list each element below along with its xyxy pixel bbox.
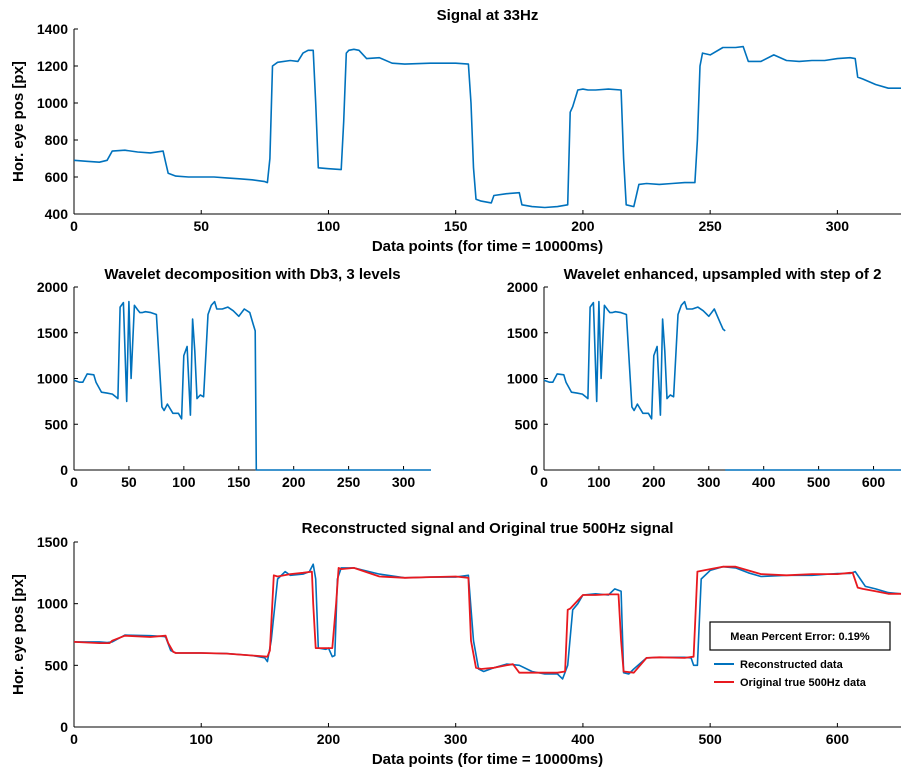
x-tick-label: 50 [193,218,209,234]
panel-signal-33hz: Signal at 33Hz 0 50 100 150 200 250 300 400 600 80… [10,7,901,255]
y-tick-label: 600 [45,169,69,185]
y-tick-label: 0 [530,462,538,478]
y-tick-label: 0 [60,462,68,478]
x-axis-label: Data points (for time = 10000ms) [372,238,603,255]
y-tick-label: 1200 [37,58,68,74]
y-tick-label: 1000 [507,371,538,387]
x-tick-label: 500 [698,731,722,747]
x-tick-label: 200 [317,731,341,747]
x-tick-label: 100 [587,474,611,490]
chart-title: Wavelet decomposition with Db3, 3 levels [104,266,400,283]
x-tick-label: 250 [337,474,361,490]
legend-label-original: Original true 500Hz data [740,677,867,689]
series-line [73,45,901,209]
x-tick-label: 100 [317,218,341,234]
x-tick-label: 0 [70,474,78,490]
error-annotation: Mean Percent Error: 0.19% [730,631,870,643]
x-tick-label: 200 [642,474,666,490]
y-tick-label: 500 [45,657,69,673]
y-tick-label: 500 [45,416,69,432]
x-tick-label: 150 [227,474,251,490]
panel-reconstructed-vs-original: Mean Percent Error: 0.19% Reconstructed … [10,520,902,768]
y-tick-label: 0 [60,719,68,735]
x-tick-label: 300 [697,474,721,490]
series-line [543,300,726,420]
x-tick-label: 150 [444,218,468,234]
y-tick-label: 1000 [37,596,68,612]
y-axis-label: Hor. eye pos [px] [10,574,27,695]
y-axis-label: Hor. eye pos [px] [10,61,27,182]
y-tick-label: 400 [45,206,69,222]
y-tick-label: 1000 [37,371,68,387]
y-tick-label: 2000 [37,279,68,295]
x-tick-label: 50 [121,474,137,490]
x-tick-label: 300 [826,218,850,234]
x-tick-label: 0 [540,474,548,490]
x-tick-label: 100 [172,474,196,490]
x-tick-label: 200 [282,474,306,490]
y-tick-label: 1400 [37,21,68,37]
panel-wavelet-enhanced: Wavelet enhanced, upsampled with step of… [507,266,901,490]
series-line [73,300,431,471]
x-tick-label: 300 [444,731,468,747]
x-tick-label: 0 [70,218,78,234]
x-tick-label: 600 [862,474,886,490]
series-original-line [73,565,901,674]
x-tick-label: 200 [571,218,595,234]
x-tick-label: 600 [826,731,850,747]
legend-label-reconstructed: Reconstructed data [740,659,844,671]
y-tick-label: 1500 [507,325,538,341]
x-tick-label: 300 [392,474,416,490]
y-tick-label: 2000 [507,279,538,295]
x-tick-label: 400 [752,474,776,490]
x-axis-label: Data points (for time = 10000ms) [372,751,603,768]
y-tick-label: 800 [45,132,69,148]
chart-title: Wavelet enhanced, upsampled with step of… [564,266,882,283]
y-tick-label: 1500 [37,534,68,550]
y-tick-label: 1000 [37,95,68,111]
legend [710,654,890,694]
x-tick-label: 250 [698,218,722,234]
x-tick-label: 400 [571,731,595,747]
y-tick-label: 500 [515,416,539,432]
x-tick-label: 500 [807,474,831,490]
y-tick-label: 1500 [37,325,68,341]
error-annotation-box [709,621,891,651]
chart-title: Signal at 33Hz [437,7,539,24]
x-tick-label: 100 [190,731,214,747]
panel-wavelet-decomposition: Wavelet decomposition with Db3, 3 levels… [37,266,431,490]
x-tick-label: 0 [70,731,78,747]
chart-title: Reconstructed signal and Original true 5… [302,520,674,537]
